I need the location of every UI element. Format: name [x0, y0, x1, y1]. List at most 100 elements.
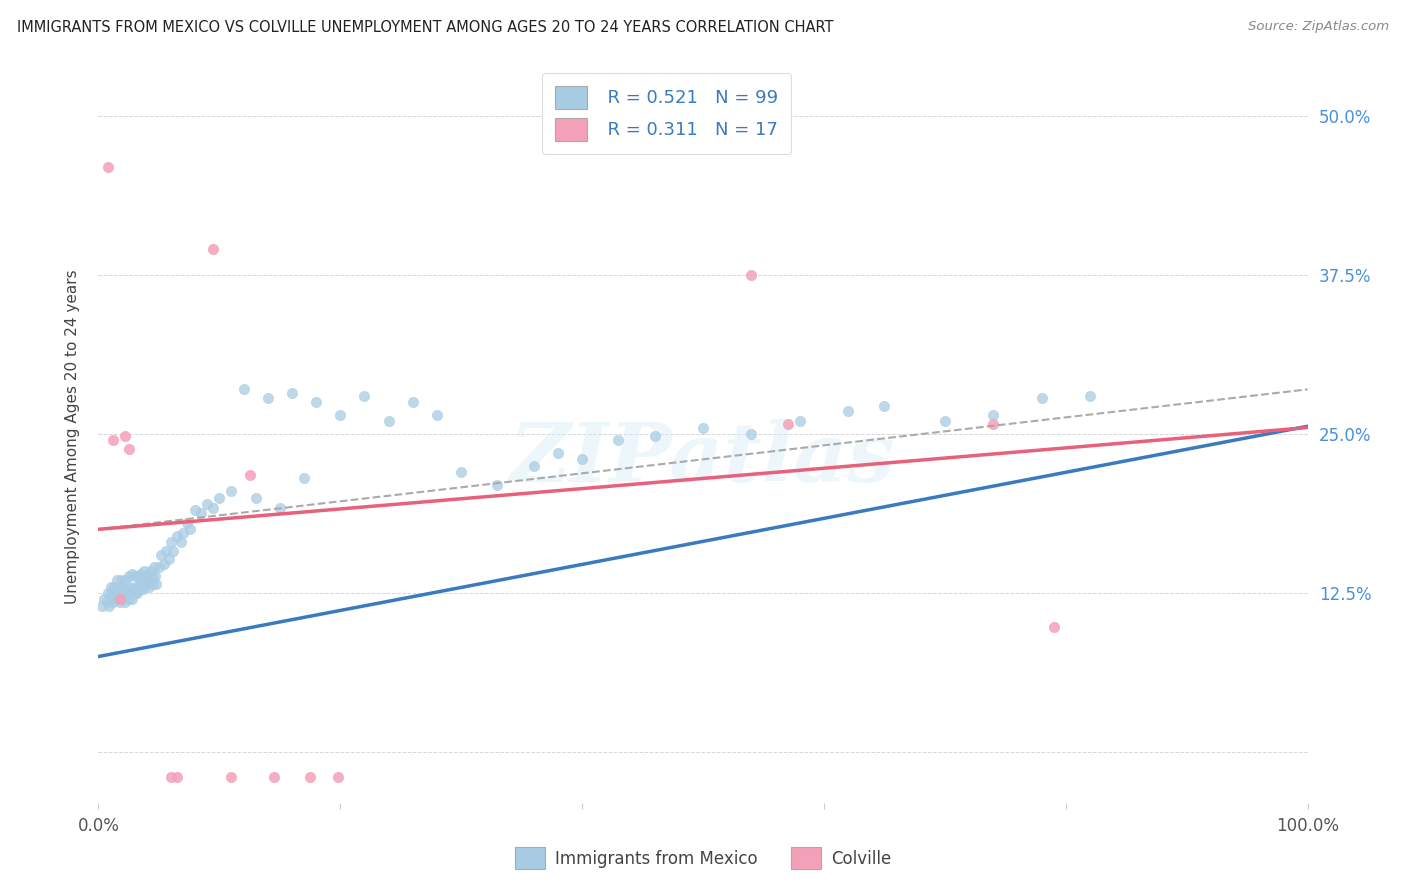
Point [256, 392, 278, 406]
Point [190, 506, 212, 520]
Point [292, 471, 315, 485]
Point [128, 582, 150, 596]
Point [157, 551, 180, 566]
Point [202, 500, 225, 515]
Point [97, 160, 120, 174]
Point [692, 420, 714, 434]
Point [486, 477, 509, 491]
Point [450, 465, 472, 479]
Point [91, 599, 114, 613]
Point [776, 417, 799, 431]
Point [740, 426, 762, 441]
Point [644, 429, 666, 443]
Text: IMMIGRANTS FROM MEXICO VS COLVILLE UNEMPLOYMENT AMONG AGES 20 TO 24 YEARS CORREL: IMMIGRANTS FROM MEXICO VS COLVILLE UNEMP… [17, 20, 834, 35]
Point [107, 592, 129, 607]
Point [117, 586, 139, 600]
Point [571, 452, 593, 467]
Point [981, 417, 1004, 431]
Point [122, 582, 145, 596]
Point [145, 577, 167, 591]
Point [101, 595, 124, 609]
Point [179, 522, 201, 536]
Point [1078, 389, 1101, 403]
Point [160, 770, 183, 784]
Point [125, 580, 148, 594]
Legend:   R = 0.521   N = 99,   R = 0.311   N = 17: R = 0.521 N = 99, R = 0.311 N = 17 [543, 73, 792, 153]
Point [128, 577, 150, 591]
Point [160, 535, 183, 549]
Point [114, 595, 136, 609]
Point [111, 580, 134, 594]
Point [155, 544, 177, 558]
Point [269, 500, 291, 515]
Point [118, 580, 141, 594]
Point [132, 582, 155, 596]
Point [93, 592, 115, 607]
Point [112, 586, 135, 600]
Point [934, 414, 956, 428]
Point [134, 564, 156, 578]
Point [138, 580, 160, 594]
Point [127, 586, 149, 600]
Point [166, 529, 188, 543]
Point [547, 446, 569, 460]
Point [104, 590, 127, 604]
Point [131, 573, 153, 587]
Point [1031, 392, 1053, 406]
Point [100, 580, 122, 594]
Point [299, 770, 322, 784]
Point [96, 595, 118, 609]
Point [143, 560, 166, 574]
Point [124, 569, 146, 583]
Point [98, 599, 121, 613]
Point [184, 503, 207, 517]
Point [195, 497, 218, 511]
Point [135, 577, 157, 591]
Point [118, 569, 141, 583]
Point [281, 386, 304, 401]
Text: Source: ZipAtlas.com: Source: ZipAtlas.com [1249, 20, 1389, 33]
Point [152, 557, 174, 571]
Point [329, 408, 352, 422]
Point [100, 592, 122, 607]
Point [353, 389, 375, 403]
Point [139, 564, 162, 578]
Y-axis label: Unemployment Among Ages 20 to 24 years: Unemployment Among Ages 20 to 24 years [65, 269, 80, 605]
Point [245, 491, 267, 505]
Point [108, 592, 131, 607]
Legend: Immigrants from Mexico, Colville: Immigrants from Mexico, Colville [508, 841, 898, 875]
Point [129, 566, 152, 581]
Point [162, 544, 184, 558]
Point [111, 592, 134, 607]
Point [148, 560, 170, 574]
Point [110, 573, 132, 587]
Point [150, 548, 173, 562]
Point [142, 577, 165, 591]
Point [837, 404, 859, 418]
Point [166, 770, 188, 784]
Point [120, 586, 142, 600]
Point [426, 408, 449, 422]
Point [121, 566, 143, 581]
Point [172, 526, 194, 541]
Point [114, 429, 136, 443]
Point [127, 569, 149, 583]
Point [100, 586, 122, 600]
Point [326, 770, 349, 784]
Point [305, 395, 328, 409]
Point [1042, 620, 1064, 634]
Point [169, 535, 191, 549]
Point [105, 586, 128, 600]
Point [873, 399, 896, 413]
Point [143, 569, 166, 583]
Point [114, 573, 136, 587]
Point [202, 243, 225, 257]
Point [124, 586, 146, 600]
Point [377, 414, 399, 428]
Point [97, 586, 120, 600]
Point [607, 434, 630, 448]
Point [981, 408, 1004, 422]
Point [221, 484, 243, 499]
Point [141, 569, 163, 583]
Point [121, 592, 143, 607]
